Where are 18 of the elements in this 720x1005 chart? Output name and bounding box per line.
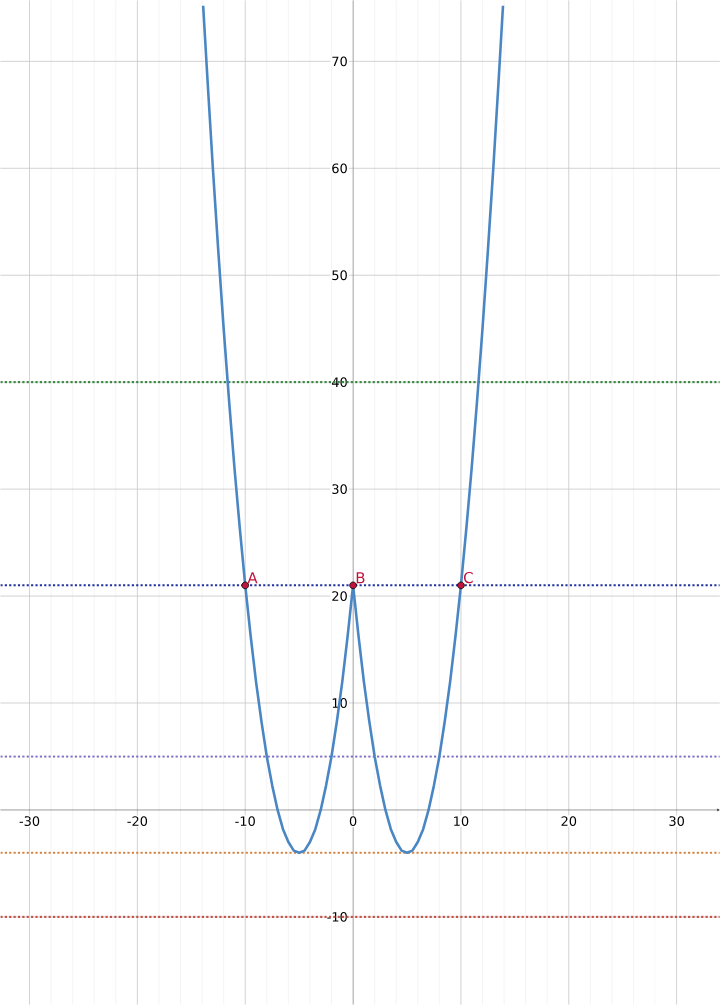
x-tick-label: 30 — [669, 816, 684, 827]
y-tick-label: -10 — [327, 912, 347, 922]
y-tick-label: 60 — [332, 163, 347, 174]
y-tick-label: 50 — [332, 270, 347, 281]
y-tick-label: 70 — [332, 56, 347, 67]
y-tick-label: 30 — [332, 484, 347, 495]
x-tick-label: -30 — [19, 816, 40, 827]
x-tick-label: -20 — [127, 816, 147, 827]
annotation: A — [247, 572, 258, 584]
line-series — [201, 4, 505, 855]
x-tick-label: -10 — [235, 816, 255, 827]
annotation: C — [463, 571, 473, 584]
y-tick-label: 20 — [332, 591, 347, 601]
annotation: B — [356, 572, 365, 584]
x-tick-label: 10 — [454, 816, 469, 827]
x-tick-label: 0 — [349, 816, 357, 827]
y-tick-label: 40 — [331, 377, 347, 388]
x-tick-label: 20 — [561, 816, 577, 827]
